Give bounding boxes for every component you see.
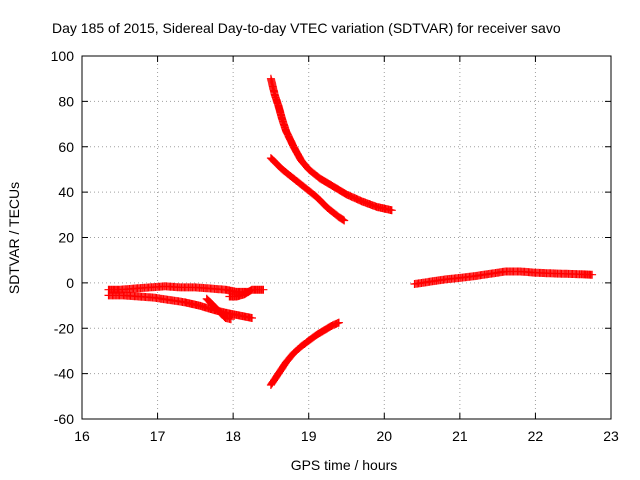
x-tick-label: 20: [376, 428, 392, 444]
y-tick-label: 100: [51, 48, 75, 64]
y-tick-label: 20: [58, 230, 74, 246]
series-track-3: [225, 285, 268, 301]
y-tick-label: 80: [58, 93, 74, 109]
x-axis-label: GPS time / hours: [291, 457, 398, 473]
y-tick-label: -60: [54, 411, 74, 427]
plus-markers: [266, 318, 343, 389]
plus-markers: [202, 294, 235, 324]
series-track-1: [104, 282, 253, 296]
series-track-7: [266, 318, 343, 389]
y-tick-label: 0: [66, 275, 74, 291]
chart-title: Day 185 of 2015, Sidereal Day-to-day VTE…: [52, 20, 561, 36]
plus-markers: [266, 154, 349, 225]
grid-lines: [82, 56, 611, 419]
plus-markers: [225, 285, 268, 301]
x-tick-label: 18: [225, 428, 241, 444]
plus-markers: [410, 267, 597, 288]
y-tick-label: -40: [54, 366, 74, 382]
series-track-8: [410, 267, 597, 288]
y-tick-label: 60: [58, 139, 74, 155]
axis-ticks: [81, 55, 612, 420]
data-markers: [104, 74, 597, 389]
series-track-6: [266, 154, 349, 225]
plus-markers: [266, 74, 396, 215]
series-track-5: [266, 74, 396, 215]
x-tick-label: 21: [452, 428, 468, 444]
x-tick-label: 23: [603, 428, 619, 444]
x-tick-label: 17: [150, 428, 166, 444]
y-tick-label: 40: [58, 184, 74, 200]
series-track-4: [202, 294, 235, 324]
x-tick-label: 16: [74, 428, 90, 444]
x-tick-label: 19: [301, 428, 317, 444]
y-axis-label: SDTVAR / TECUs: [6, 182, 22, 294]
plus-markers: [104, 282, 253, 296]
x-tick-label: 22: [528, 428, 544, 444]
y-tick-labels: -60 -40 -20 0 20 40 60 80 100: [51, 48, 75, 427]
y-tick-label: -20: [54, 320, 74, 336]
x-tick-labels: 16 17 18 19 20 21 22 23: [74, 428, 619, 444]
